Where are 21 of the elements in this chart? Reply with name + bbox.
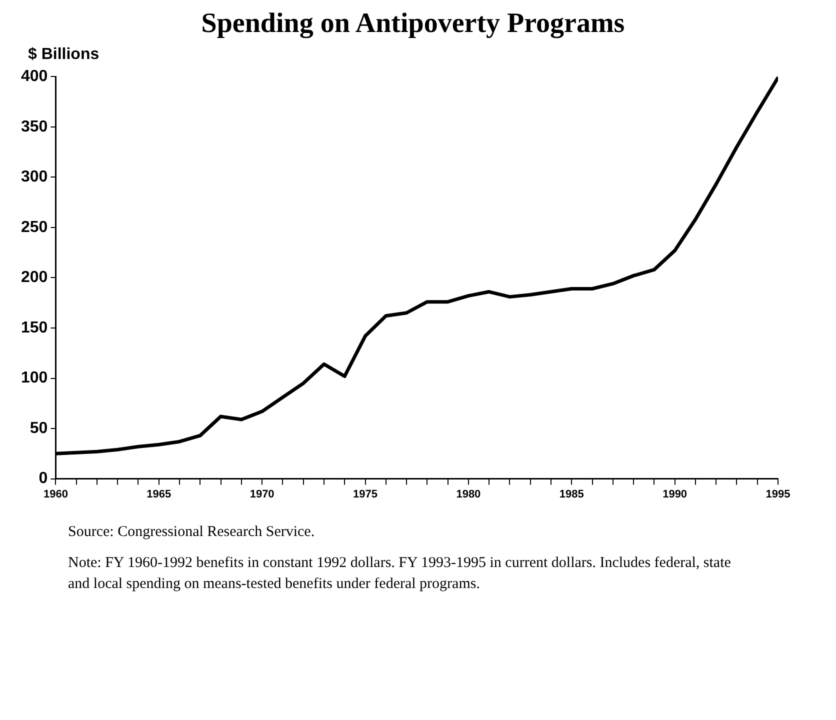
y-tick-label: 100 (20, 370, 48, 387)
y-tick-label: 250 (20, 218, 48, 236)
y-axis-title: $ Billions (28, 46, 100, 64)
x-tick-label: 1970 (250, 488, 274, 500)
y-tick-label: 50 (30, 420, 48, 437)
chart-title: Spending on Antipoverty Programs (200, 8, 626, 40)
y-tick-label: 350 (20, 118, 48, 136)
x-tick-label: 1995 (766, 488, 790, 500)
y-tick-label: 400 (20, 68, 48, 86)
x-tick-label: 1985 (559, 488, 584, 500)
y-tick-label: 300 (20, 168, 48, 186)
x-tick-label: 1965 (146, 488, 172, 500)
x-tick-label: 1975 (353, 488, 378, 500)
y-tick-label: 150 (20, 319, 48, 336)
y-tick-label: 200 (20, 269, 48, 286)
x-tick-label: 1980 (456, 488, 481, 500)
y-tick-label: 0 (38, 470, 48, 488)
x-tick-label: 1960 (43, 488, 68, 500)
text: Note: FY 1960-1992 benefits in constant 1992 dollars. FY 1993-1995 in current dollars. Includes federal, state and local spending on means-tested benefits under federal programs. (68, 554, 732, 594)
source-note: Source: Congressional Research Service. (68, 523, 316, 542)
x-tick-label: 1990 (662, 488, 688, 500)
